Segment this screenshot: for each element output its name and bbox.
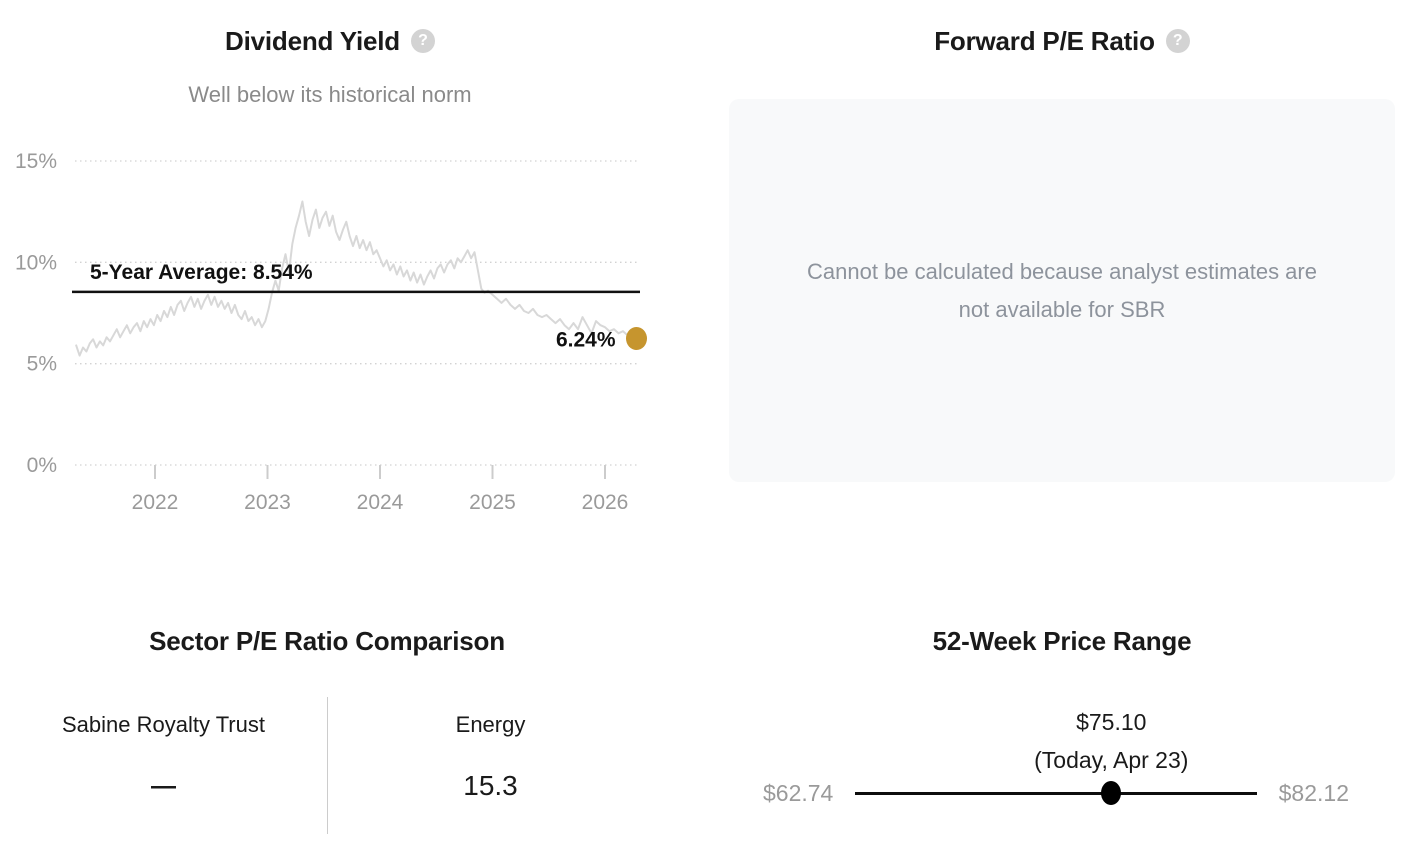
- current-price-dot: [1101, 781, 1122, 805]
- sector-pe-panel: Sector P/E Ratio Comparison Sabine Royal…: [0, 0, 654, 850]
- current-price-date: (Today, Apr 23): [1034, 746, 1189, 773]
- sector-pe-title: Sector P/E Ratio Comparison: [149, 626, 505, 656]
- yield-history-line: [75, 200, 638, 357]
- price-range-slider: $62.74 $75.10 (Today, Apr 23) $82.12: [763, 709, 1349, 806]
- sector-pe-value: 15.3: [463, 770, 518, 801]
- range-high-label: $82.12: [1278, 779, 1349, 806]
- price-range-title-row: 52-Week Price Range: [729, 626, 1395, 656]
- sector-pe-column: Energy 15.3: [327, 712, 654, 801]
- y-axis-tick-label: 5%: [27, 353, 57, 376]
- y-axis-tick-label: 0%: [27, 454, 57, 477]
- sector-name: Energy: [455, 712, 526, 737]
- company-pe-value: —: [151, 772, 176, 800]
- x-axis-tick-label: 2022: [132, 491, 179, 514]
- sector-pe-comparison: Sabine Royalty Trust — Energy 15.3: [0, 712, 654, 801]
- column-divider: [327, 697, 328, 834]
- price-range-title: 52-Week Price Range: [932, 626, 1192, 656]
- price-range-panel: 52-Week Price Range $62.74 $75.10 (Today…: [729, 0, 1395, 850]
- help-icon[interactable]: ?: [410, 29, 435, 53]
- average-line-label: 5-Year Average: 8.54%: [90, 261, 313, 284]
- y-axis-tick-label: 15%: [15, 150, 57, 173]
- help-icon[interactable]: ?: [1165, 29, 1190, 53]
- dividend-yield-chart[interactable]: 15% 10% 5% 0% 2022 2023 2024 2025 2026 5-Year Ave…: [0, 138, 700, 538]
- sector-pe-title-row: Sector P/E Ratio Comparison: [0, 626, 654, 656]
- forward-pe-panel: Forward P/E Ratio ? Cannot be calculated…: [729, 0, 1395, 570]
- range-track: $75.10 (Today, Apr 23): [855, 709, 1257, 805]
- dividend-yield-title-row: Dividend Yield ?: [0, 26, 660, 56]
- dividend-yield-panel: Dividend Yield ? Well below its historic…: [0, 0, 660, 570]
- range-low-label: $62.74: [763, 779, 834, 806]
- current-price-block: $75.10 (Today, Apr 23): [1034, 703, 1188, 779]
- current-value-dot: [626, 327, 647, 351]
- current-price: $75.10: [1076, 708, 1147, 735]
- company-name: Sabine Royalty Trust: [62, 712, 265, 737]
- x-axis-tick-label: 2026: [582, 491, 629, 514]
- y-axis-tick-label: 10%: [15, 251, 57, 274]
- forward-pe-title-row: Forward P/E Ratio ?: [729, 26, 1395, 56]
- dividend-yield-subtitle: Well below its historical norm: [188, 82, 472, 107]
- x-axis-tick-label: 2023: [244, 491, 291, 514]
- forward-pe-unavailable-box: Cannot be calculated because analyst est…: [729, 99, 1395, 482]
- company-pe-column: Sabine Royalty Trust —: [0, 712, 327, 801]
- x-axis-tick-label: 2025: [469, 491, 516, 514]
- dividend-yield-title: Dividend Yield: [225, 26, 400, 56]
- forward-pe-unavailable-message: Cannot be calculated because analyst est…: [807, 258, 1317, 322]
- forward-pe-title: Forward P/E Ratio: [934, 26, 1155, 56]
- x-axis-tick-label: 2024: [357, 491, 404, 514]
- current-value-label: 6.24%: [556, 329, 616, 352]
